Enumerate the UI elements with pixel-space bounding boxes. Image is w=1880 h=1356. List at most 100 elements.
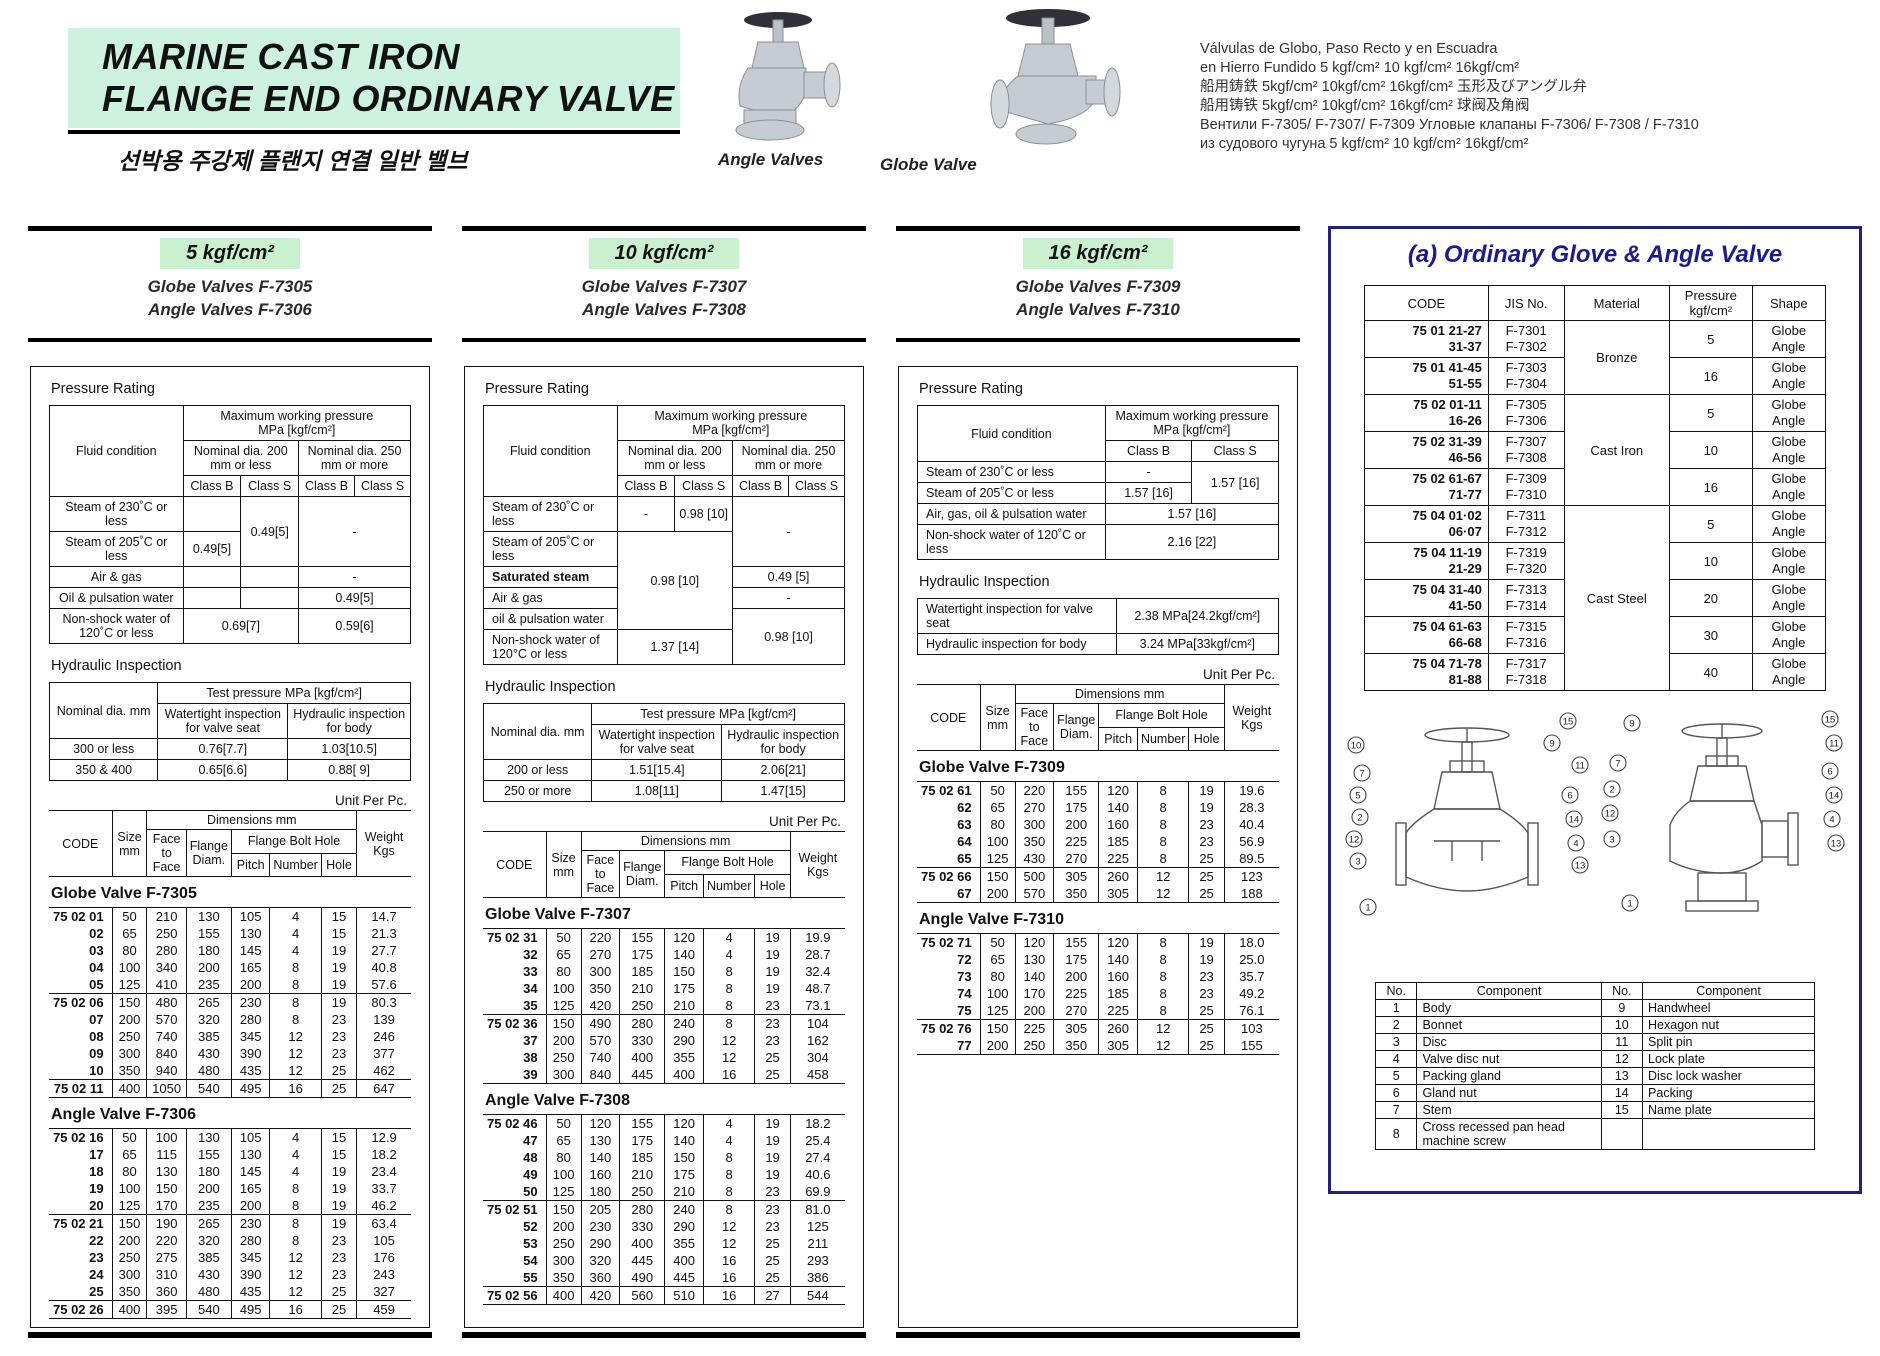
table-row: 2 Bonnet 10 Hexagon nut: [1374, 1016, 1815, 1034]
table-row: 62 65 270 175 140 8 19 28.3: [917, 799, 1279, 816]
table-row: Watertight inspection for valve seat 2.38…: [917, 598, 1280, 634]
table-row: 63 80 300 200 160 8 23 40.4: [917, 816, 1279, 833]
table-row: 34 100 350 210 175 8 19 48.7: [483, 980, 845, 997]
hydraulic-inspection-table: Nominal dia. mm Test pressure MPa [kgf/c…: [482, 703, 845, 802]
svg-text:11: 11: [1829, 738, 1839, 749]
table-row: 77 200 250 350 305 12 25 155: [917, 1037, 1279, 1055]
table-row: 65 125 430 270 225 8 25 89.5: [917, 850, 1279, 868]
divider: [896, 226, 1300, 231]
svg-text:10: 10: [1351, 740, 1362, 751]
table-row: Non-shock water of 120°C or less 1.37 [14…: [483, 629, 845, 665]
globe-valve-photo: [978, 6, 1128, 156]
table-row: 25 350 360 480 435 12 25 327: [49, 1283, 411, 1301]
svg-text:11: 11: [1575, 760, 1585, 771]
component-table: No. Component No. Component 1 Body 9 Handwh…: [1374, 982, 1815, 1150]
table-row: Air & gas -: [49, 566, 411, 588]
jis-no-header: JIS No.: [1487, 285, 1565, 321]
table-row: 6 Gland nut 14 Packing: [1374, 1084, 1815, 1102]
divider: [28, 1332, 432, 1338]
diagram-callouts-left: 10 15 9 11 7 5 6 2 14 12 4 3 13 1: [1345, 712, 1589, 916]
valve-group-title: Angle Valve F-7306: [51, 1106, 196, 1123]
table-row: 8 Cross recessed pan head machine screw: [1374, 1118, 1815, 1150]
table-row: Steam of 230˚C or less -0.98 [10] -: [483, 496, 845, 567]
section-16kgf-body: Pressure Rating Fluid condition Maximum …: [898, 366, 1298, 1328]
section-5kgf-body: Pressure Rating Fluid condition Maximum …: [30, 366, 430, 1328]
table-row: 03 80 280 180 145 4 19 27.7: [49, 942, 411, 959]
table-row: 53 250 290 400 355 12 25 211: [483, 1235, 845, 1252]
diagram-callouts-right: 9 15 11 7 6 2 14 12 4 3 13 1: [1601, 710, 1845, 912]
svg-text:14: 14: [1569, 814, 1580, 825]
divider: [28, 226, 432, 231]
divider: [28, 338, 432, 342]
table-row: 37 200 570 330 290 12 23 162: [483, 1032, 845, 1049]
svg-text:9: 9: [1549, 738, 1554, 749]
svg-text:5: 5: [1355, 790, 1360, 801]
table-row: 75 01 41-45 51-55 F-7303 F-7304 16 Globe Angle: [1364, 357, 1827, 395]
hydraulic-inspection-label: Hydraulic Inspection: [51, 658, 182, 674]
panel-title: (a) Ordinary Glove & Angle Valve: [1407, 241, 1783, 268]
table-row: 73 80 140 200 160 8 23 35.7: [917, 968, 1279, 985]
table-row: 75 04 31-40 41-50 F-7313 F-7314 20 Globe Angle: [1364, 579, 1827, 617]
hydraulic-inspection-label: Hydraulic Inspection: [919, 574, 1050, 590]
table-row: 47 65 130 175 140 4 19 25.4: [483, 1132, 845, 1149]
dimensions-table: CODE Size mm Dimensions mm Weight Kgs Fa…: [917, 684, 1279, 1055]
hydraulic-inspection-table: Watertight inspection for valve seat 2.38…: [917, 598, 1280, 655]
table-row: 18 80 130 180 145 4 19 23.4: [49, 1163, 411, 1180]
dimensions-table: CODE Size mm Dimensions mm Weight Kgs Fa…: [483, 831, 845, 1305]
desc-es-2: en Hierro Fundido 5 kgf/cm² 10 kgf/cm² 1…: [1200, 60, 1520, 76]
table-row: 72 65 130 175 140 8 19 25.0: [917, 951, 1279, 968]
svg-text:2: 2: [1609, 784, 1614, 795]
page-title-line2: FLANGE END ORDINARY VALVE: [102, 78, 675, 119]
pressure-rating-label: Pressure Rating: [485, 381, 589, 397]
table-row: 10 350 940 480 435 12 25 462: [49, 1062, 411, 1080]
table-row: Steam of 230˚C or less 0.49[5] -: [49, 496, 411, 567]
table-row: 4 Valve disc nut 12 Lock plate: [1374, 1050, 1815, 1068]
table-row: 75 02 01 50 210 130 105 4 15 14.7: [49, 907, 411, 925]
svg-text:3: 3: [1355, 856, 1360, 867]
pressure-rating-table: Fluid condition Maximum working pressure…: [483, 405, 846, 665]
dimensions-table: CODE Size mm Dimensions mm Weight Kgs Fa…: [49, 810, 411, 1319]
globe-valves-label: Globe Valves F-7305: [147, 277, 313, 296]
table-row: Saturated steam 0.49 [5]: [483, 566, 845, 588]
globe-valves-label: Globe Valves F-7307: [581, 277, 747, 296]
svg-text:12: 12: [1605, 808, 1616, 819]
table-row: 55 350 360 490 445 16 25 386: [483, 1269, 845, 1287]
table-row: 38 250 740 400 355 12 25 304: [483, 1049, 845, 1066]
table-row: 75 02 01-11 16-26 F-7305 F-7306 Cast Iron 5 Gl…: [1364, 394, 1827, 506]
table-row: Non-shock water of 120˚C or less 0.69[7] 0…: [49, 608, 411, 644]
table-row: 02 65 250 155 130 4 15 21.3: [49, 925, 411, 942]
desc-ja: 船用鋳鉄 5kgf/cm² 10kgf/cm² 16kgf/cm² 玉形及びアン…: [1200, 79, 1587, 95]
pressure-rating-label: Pressure Rating: [51, 381, 155, 397]
table-row: 75 04 11-19 21-29 F-7319 F-7320 10 Globe Angle: [1364, 542, 1827, 580]
table-row: 75 02 11 400 1050 540 495 16 25 647: [49, 1079, 411, 1098]
svg-text:4: 4: [1829, 814, 1834, 825]
globe-valves-label: Globe Valves F-7309: [1015, 277, 1181, 296]
valve-group-title: Angle Valve F-7308: [485, 1092, 630, 1109]
table-row: 75 02 16 50 100 130 105 4 15 12.9: [49, 1128, 411, 1146]
table-row: 67 200 570 350 305 12 25 188: [917, 885, 1279, 903]
table-row: 05 125 410 235 200 8 19 57.6: [49, 976, 411, 994]
table-row: 04 100 340 200 165 8 19 40.8: [49, 959, 411, 976]
pressure-header: Pressure kgf/cm²: [1669, 285, 1753, 321]
pressure-chip: 5 kgf/cm²: [160, 238, 300, 269]
section-subtitle: Globe Valves F-7307 Angle Valves F-7308: [462, 275, 866, 321]
divider: [896, 338, 1300, 342]
table-row: 20 125 170 235 200 8 19 46.2: [49, 1197, 411, 1215]
table-row: 39 300 840 445 400 16 25 458: [483, 1066, 845, 1084]
table-row: 1 Body 9 Handwheel: [1374, 999, 1815, 1017]
table-row: 75 02 26 400 395 540 495 16 25 459: [49, 1300, 411, 1319]
angle-valve-caption: Angle Valves: [718, 150, 824, 169]
svg-text:7: 7: [1615, 758, 1620, 769]
table-row: 49 100 160 210 175 8 19 40.6: [483, 1166, 845, 1183]
desc-ru-1: Вентили F-7305/ F-7307/ F-7309 Угловые к…: [1200, 117, 1699, 133]
table-row: 09 300 840 430 390 12 23 377: [49, 1045, 411, 1062]
section-subtitle: Globe Valves F-7309 Angle Valves F-7310: [896, 275, 1300, 321]
table-row: 75 02 36 150 490 280 240 8 23 104: [483, 1014, 845, 1032]
divider: [462, 226, 866, 231]
table-row: 19 100 150 200 165 8 19 33.7: [49, 1180, 411, 1197]
section-10kgf-body: Pressure Rating Fluid condition Maximum …: [464, 366, 864, 1328]
unit-per-pc-label: Unit Per Pc.: [768, 814, 841, 829]
table-row: 3 Disc 11 Split pin: [1374, 1033, 1815, 1051]
table-row: Steam of 230˚C or less -1.57 [16]: [917, 461, 1279, 504]
table-row: 75 02 61-67 71-77 F-7309 F-7310 16 Globe Angle: [1364, 468, 1827, 506]
